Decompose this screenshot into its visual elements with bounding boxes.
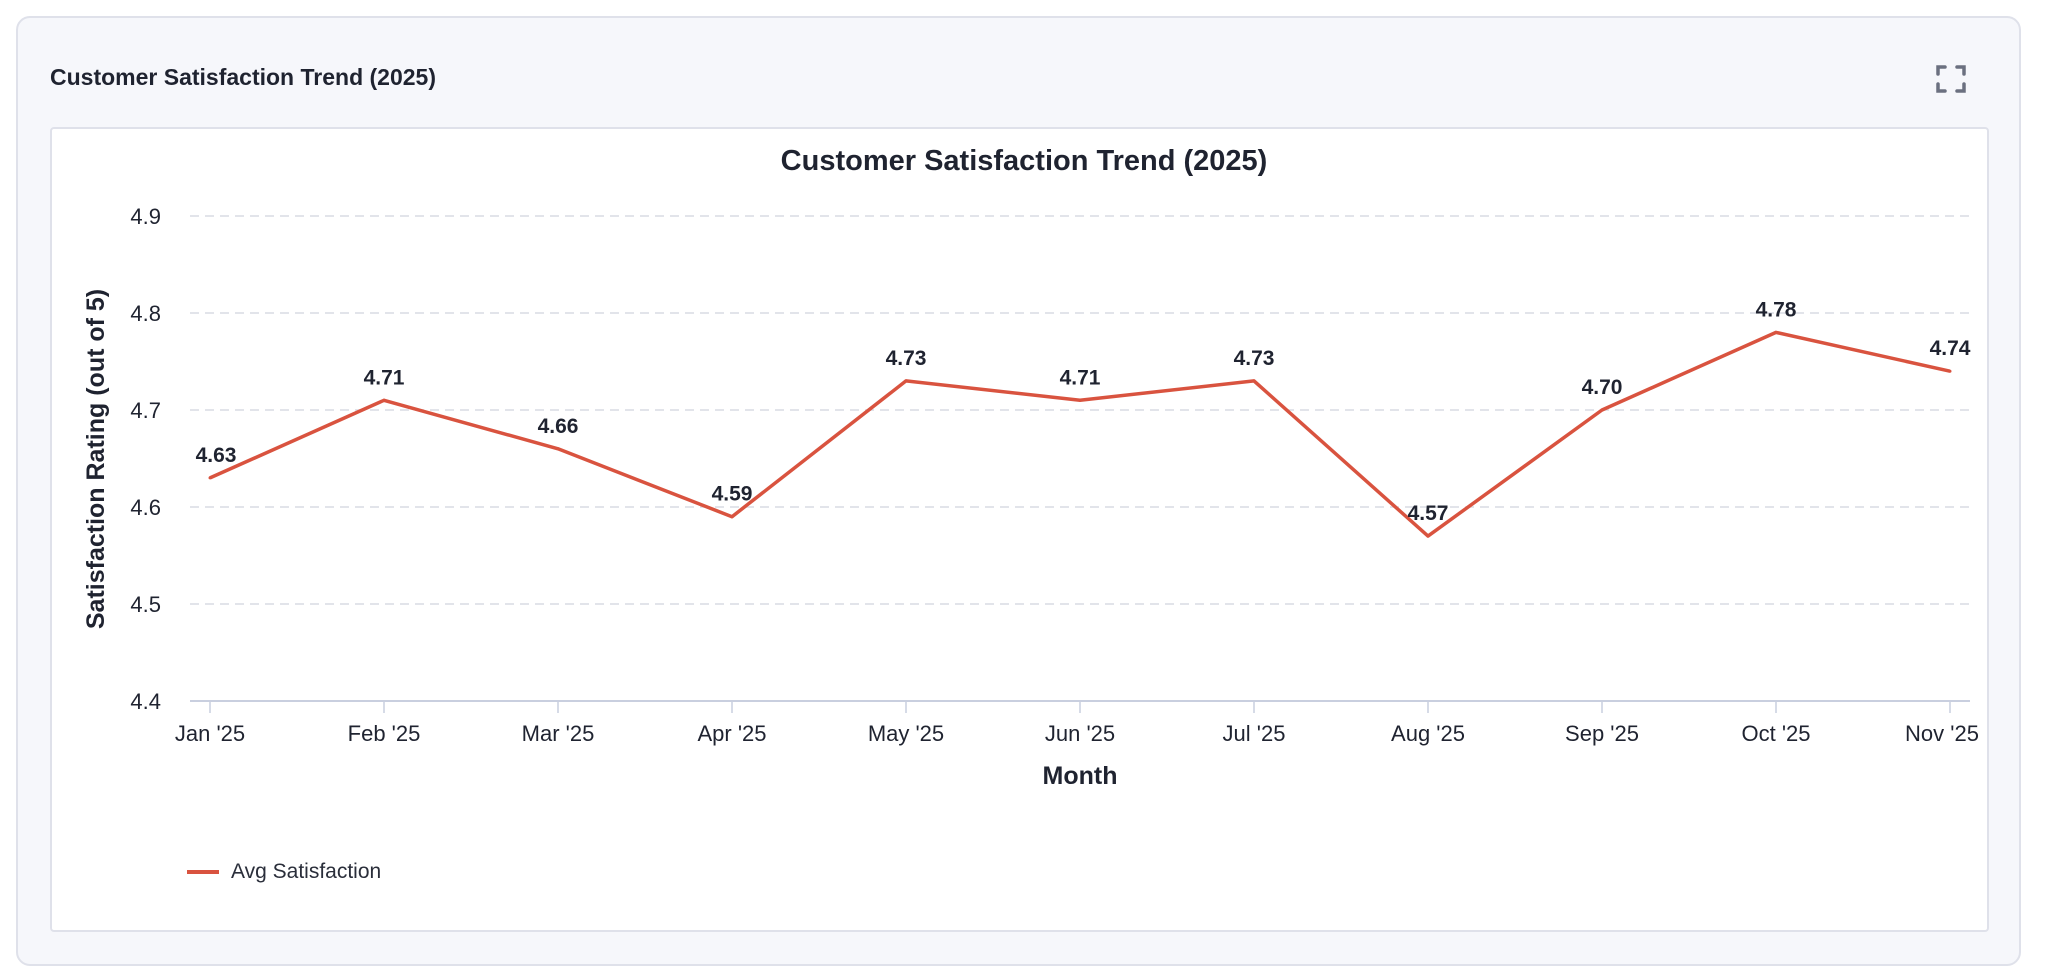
x-tick-label: Oct '25	[1741, 721, 1810, 746]
x-tick-label: May '25	[868, 721, 944, 746]
data-label: 4.57	[1408, 502, 1449, 525]
y-tick-label: 4.4	[130, 689, 161, 714]
data-label: 4.66	[538, 415, 579, 438]
data-point	[1600, 408, 1604, 412]
y-tick-label: 4.8	[130, 301, 161, 326]
series-line-avg-satisfaction	[209, 330, 1951, 538]
data-label: 4.59	[712, 483, 753, 506]
x-tick-label: Jul '25	[1223, 721, 1286, 746]
data-label: 4.71	[364, 366, 405, 389]
x-tick-label: Feb '25	[348, 721, 421, 746]
data-label: 4.74	[1930, 337, 1971, 360]
y-axis-label: Satisfaction Rating (out of 5)	[82, 289, 110, 629]
y-tick-label: 4.7	[130, 398, 161, 423]
data-point	[730, 515, 734, 519]
panel-title: Customer Satisfaction Trend (2025)	[50, 64, 436, 90]
data-point	[1252, 379, 1256, 383]
x-tick-label: Jun '25	[1045, 721, 1115, 746]
y-tick-label: 4.6	[130, 495, 161, 520]
x-tick-label: Apr '25	[697, 721, 766, 746]
expand-icon[interactable]	[1934, 62, 1968, 96]
x-tick-label: Nov '25	[1905, 721, 1979, 746]
x-tick-label: Aug '25	[1391, 721, 1465, 746]
data-label: 4.73	[886, 347, 927, 370]
data-point	[904, 379, 908, 383]
chart-container	[50, 127, 1989, 932]
legend-label: Avg Satisfaction	[231, 860, 382, 883]
data-label: 4.63	[196, 444, 237, 467]
x-tick-label: Jan '25	[175, 721, 245, 746]
data-label: 4.73	[1234, 347, 1275, 370]
legend-swatch	[187, 870, 219, 874]
y-tick-label: 4.9	[130, 204, 161, 229]
data-point	[1426, 534, 1430, 538]
chart-title: Customer Satisfaction Trend (2025)	[781, 145, 1268, 177]
data-point	[1774, 330, 1778, 334]
y-tick-label: 4.5	[130, 592, 161, 617]
x-tick-label: Mar '25	[522, 721, 595, 746]
data-point	[1948, 369, 1952, 373]
data-label: 4.78	[1756, 298, 1797, 321]
data-point	[208, 476, 212, 480]
data-label: 4.71	[1060, 366, 1101, 389]
x-axis-label: Month	[1043, 762, 1118, 790]
data-label: 4.70	[1582, 376, 1623, 399]
data-point	[556, 447, 560, 451]
legend-item[interactable]: Avg Satisfaction	[187, 860, 381, 884]
data-point	[382, 398, 386, 402]
x-tick-label: Sep '25	[1565, 721, 1639, 746]
data-point	[1078, 398, 1082, 402]
